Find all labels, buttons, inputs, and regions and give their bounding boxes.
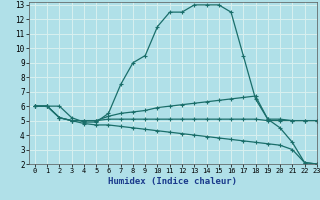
X-axis label: Humidex (Indice chaleur): Humidex (Indice chaleur) bbox=[108, 177, 237, 186]
